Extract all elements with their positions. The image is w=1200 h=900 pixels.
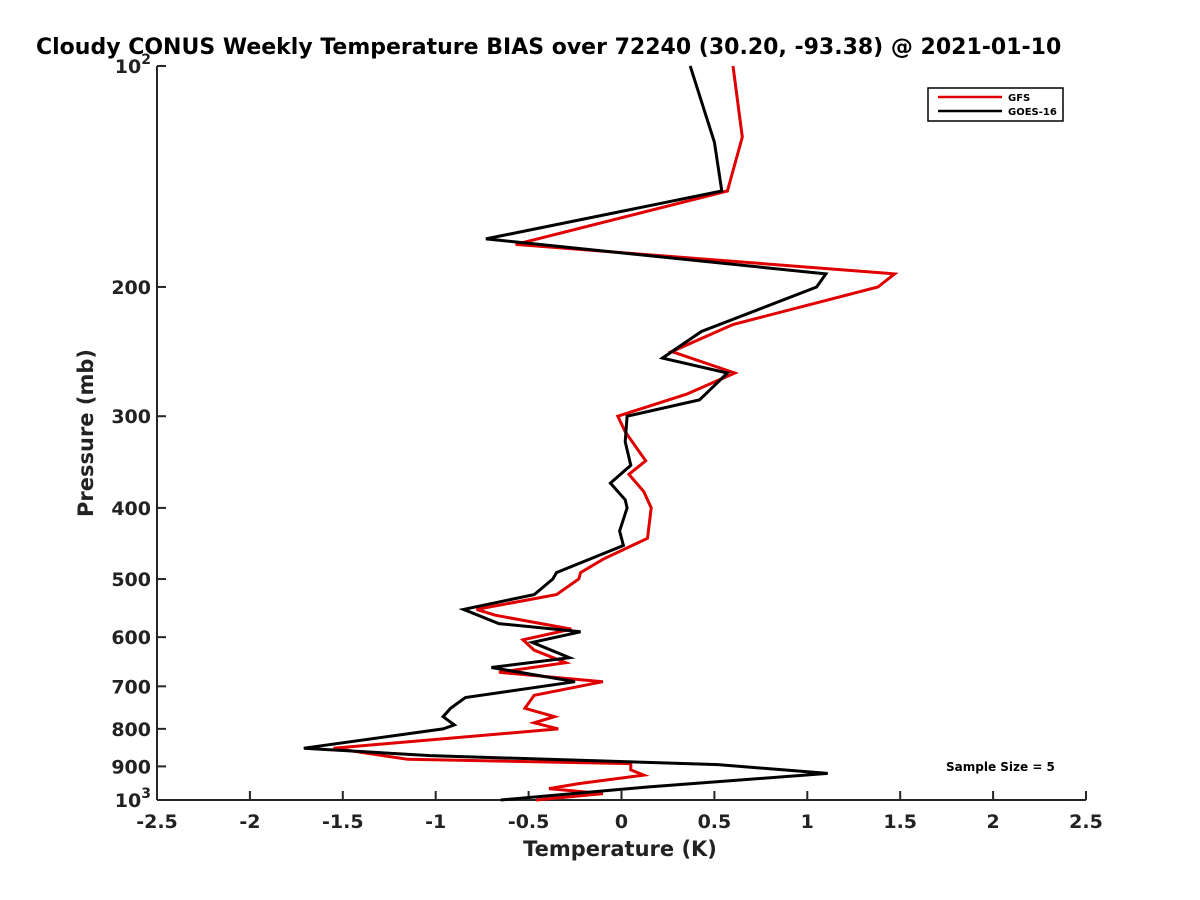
y-tick-label: 800 — [111, 719, 151, 741]
y-tick-label: 600 — [111, 627, 151, 649]
sample-size-annotation: Sample Size = 5 — [946, 760, 1055, 774]
legend-box — [927, 87, 1064, 122]
x-tick-label: 1 — [801, 811, 814, 833]
legend-label-goes16: GOES-16 — [1008, 107, 1057, 118]
y-tick-label: 200 — [111, 277, 151, 299]
x-tick-label: 2 — [986, 811, 999, 833]
series-line-gfs — [333, 65, 899, 802]
x-tick-label: 0 — [615, 811, 628, 833]
x-axis-ticks: -2.5 -2 -1.5 -1 -0.5 0 0.5 1 1.5 2 2.5 — [136, 791, 1103, 833]
legend: GFS GOES-16 — [927, 87, 1064, 122]
x-tick-label: -2.5 — [136, 811, 178, 833]
y-tick-label: 102 — [115, 52, 151, 78]
y-tick-label: 500 — [111, 569, 151, 591]
x-tick-label: 2.5 — [1069, 811, 1103, 833]
legend-label-gfs: GFS — [1008, 93, 1030, 104]
x-tick-label: -1.5 — [322, 811, 364, 833]
y-tick-label: 700 — [111, 676, 151, 698]
x-tick-label: 1.5 — [883, 811, 917, 833]
series-line-goes16 — [303, 65, 829, 802]
series-layer — [303, 65, 899, 802]
y-tick-label: 400 — [111, 498, 151, 520]
y-axis-ticks: 102 200 300 400 500 600 700 800 900 103 — [111, 52, 166, 812]
x-tick-label: -2 — [239, 811, 260, 833]
x-tick-label: 0.5 — [698, 811, 732, 833]
y-axis-label: Pressure (mb) — [74, 349, 98, 517]
y-tick-label: 900 — [111, 756, 151, 778]
y-tick-label: 103 — [115, 786, 151, 812]
x-tick-label: -0.5 — [508, 811, 550, 833]
x-axis-label: Temperature (K) — [523, 837, 717, 861]
chart-title: Cloudy CONUS Weekly Temperature BIAS ove… — [36, 35, 1061, 60]
x-tick-label: -1 — [425, 811, 446, 833]
y-tick-label: 300 — [111, 406, 151, 428]
